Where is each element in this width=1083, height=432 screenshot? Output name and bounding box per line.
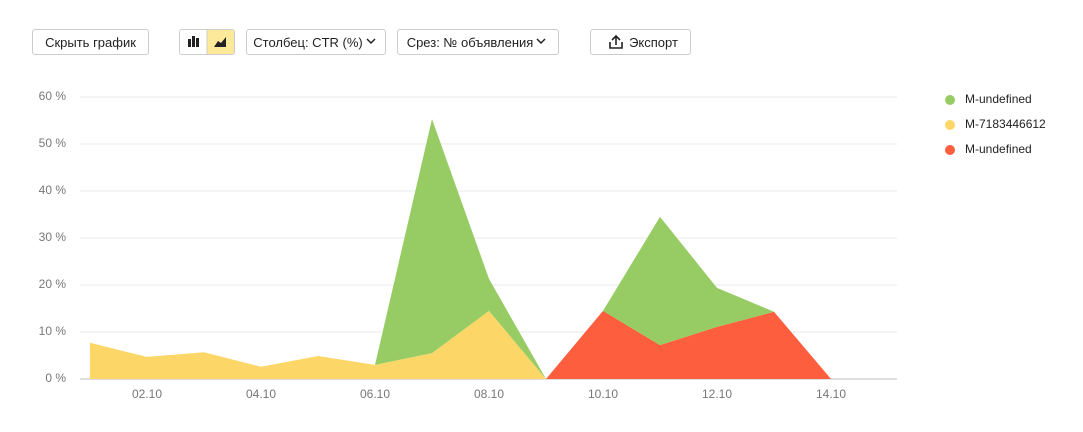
y-tick-label: 30 % — [39, 230, 67, 244]
y-tick-label: 40 % — [39, 183, 67, 197]
x-tick-label: 10.10 — [588, 387, 618, 401]
area — [90, 310, 546, 379]
button-text: Скрыть график — [45, 34, 136, 50]
export-icon — [609, 34, 623, 49]
button-text: Экспорт — [629, 34, 678, 50]
legend-label: M-undefined — [965, 92, 1032, 106]
x-tick-label: 12.10 — [702, 387, 732, 401]
legend-marker — [945, 95, 955, 105]
legend-label: M-7183446612 — [965, 117, 1046, 131]
legend-marker — [945, 145, 955, 155]
x-tick-label: 08.10 — [474, 387, 504, 401]
x-tick-label: 04.10 — [246, 387, 276, 401]
y-tick-label: 50 % — [39, 136, 67, 150]
area — [546, 310, 831, 379]
button-text: Срез: № объявления — [406, 34, 534, 50]
slice-select[interactable]: Срез: № объявления — [397, 29, 559, 55]
x-tick-label: 06.10 — [360, 387, 390, 401]
export-button[interactable]: Экспорт — [590, 29, 691, 55]
chevron — [366, 38, 376, 45]
legend-marker — [945, 120, 955, 130]
chart-type-icons — [180, 30, 234, 54]
x-tick-label: 14.10 — [816, 387, 846, 401]
y-tick-label: 0 % — [45, 371, 66, 385]
y-tick-label: 60 % — [39, 89, 67, 103]
x-tick-label: 02.10 — [132, 387, 162, 401]
column-select[interactable]: Столбец: CTR (%) — [246, 29, 386, 55]
chevron — [536, 38, 546, 45]
area — [375, 119, 831, 379]
chart-type-toggle[interactable] — [179, 29, 235, 55]
legend-label: M-undefined — [965, 142, 1032, 156]
hide-chart-button[interactable]: Скрыть график — [32, 29, 149, 55]
button-text: Столбец: CTR (%) — [253, 34, 363, 50]
y-tick-label: 10 % — [39, 324, 67, 338]
y-tick-label: 20 % — [39, 277, 67, 291]
